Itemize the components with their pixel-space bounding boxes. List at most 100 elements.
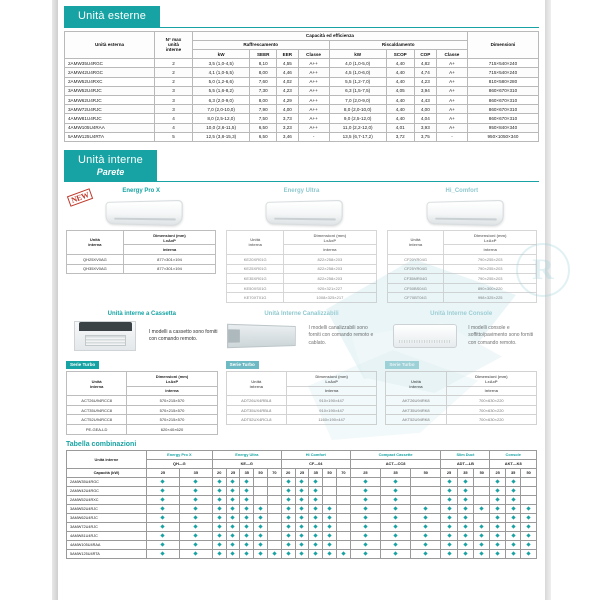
compatible-marker-icon (160, 497, 165, 502)
comb-cell (379, 476, 412, 487)
outdoor-seer: 8,00 (249, 94, 278, 106)
comb-cell (178, 485, 213, 496)
comb-cell (504, 539, 522, 550)
th-comb-group: Console (489, 449, 537, 460)
comb-cell (349, 548, 381, 559)
indoor-unit-dimensions: 877×301×194 (122, 254, 217, 265)
comb-model: 3AMW62U4RJC (66, 512, 147, 523)
outdoor-cop: 4,04 (413, 113, 438, 124)
comb-cell (178, 521, 213, 532)
table-row: ACT26U94RCC8 570×215×570 (65, 395, 218, 406)
th-comb-group: Energy Pro X (145, 449, 213, 460)
outdoor-heating-kw: 4,0 (1,0-5,0) (328, 58, 387, 69)
comb-cell (379, 521, 412, 532)
comb-cell (308, 476, 324, 487)
th-comb-size: 25 (294, 467, 310, 478)
compatible-marker-icon (423, 551, 428, 556)
compatible-marker-icon (217, 551, 222, 556)
comb-cell (280, 521, 296, 532)
compatible-marker-icon (510, 524, 516, 529)
table-row: 2AMW52U4RXC (66, 494, 537, 505)
compatible-marker-icon (363, 542, 368, 547)
comb-cell (322, 485, 337, 496)
comb-model: 3AMW52U4RJC (66, 503, 147, 514)
indoor-unit-dimensions: 890×300×220 (443, 282, 537, 294)
wall-unit-card: Hi_Comfort Unità interna Dimensioni (mm) LxA… (386, 187, 537, 304)
th-indoor-unit: Unità interna (226, 229, 285, 256)
comb-cell (294, 521, 310, 532)
th-comb-size: 70 (335, 467, 351, 478)
comb-cell (349, 512, 381, 523)
table-row: 5AMW125U4RTA (66, 548, 537, 559)
comb-cell (294, 548, 310, 559)
comb-cell (489, 485, 506, 496)
compatible-marker-icon (423, 524, 428, 529)
th-comb-size: 20 (280, 467, 296, 478)
table-row: KE25XR01G 822×258×203 (226, 263, 377, 275)
wall-mounted-unit-image (105, 199, 183, 226)
outdoor-dimensions: 860×670×310 (466, 104, 540, 115)
th-outdoor-unit: Unità esterna (63, 30, 156, 60)
indoor-unit-code: CF20YR04G (386, 254, 445, 265)
compatible-marker-icon (286, 524, 291, 529)
compatible-marker-icon (193, 479, 198, 484)
comb-cell (520, 512, 537, 523)
outdoor-max-units: 2 (154, 67, 193, 78)
outdoor-heating-class: A+ (436, 58, 468, 69)
table-row: CF50BS04G 890×300×220 (386, 282, 537, 294)
compatible-marker-icon (217, 506, 222, 511)
compatible-marker-icon (363, 488, 368, 493)
outdoor-dimensions: 715×540×240 (466, 67, 540, 78)
th-comb-size: 50 (253, 467, 268, 478)
compatible-marker-icon (510, 479, 516, 484)
th-indoor-sub: interna (126, 385, 218, 397)
compatible-marker-icon (230, 479, 236, 484)
compatible-marker-icon (393, 524, 398, 529)
compatible-marker-icon (299, 488, 305, 493)
comb-cell (308, 494, 324, 505)
indoor-unit-code: CF70BT04G (386, 292, 445, 304)
th-heating: Riscaldamento (328, 39, 468, 51)
table-row: 2AMW35U4RGC 2 3,5 (1,0-4,5) 8,10 4,55 A++ 4,0 … (63, 58, 540, 69)
outdoor-scop: 4,40 (385, 104, 415, 115)
indoor-section: Unità interne Parete (58, 142, 545, 182)
th-indoor-sub: interna (285, 385, 378, 397)
comb-cell (266, 548, 282, 559)
compatible-marker-icon (393, 551, 398, 556)
other-unit-card: Unità interne a Cassetta I modelli a cass… (65, 311, 218, 435)
wall-units-row: Energy Pro X NEW Unità interna Dimensioni (m… (58, 182, 545, 304)
comb-cell (410, 494, 442, 505)
indoor-unit-dimensions: 700×630×220 (445, 395, 538, 406)
wall-unit-title: Hi_Comfort (445, 187, 479, 194)
compatible-marker-icon (463, 488, 468, 493)
comb-cell (294, 530, 310, 541)
comb-cell (440, 476, 458, 487)
indoor-unit-dimensions: 570×215×570 (126, 404, 218, 416)
comb-cell (335, 503, 351, 514)
comb-cell (349, 503, 381, 514)
th-seer: SEER (249, 49, 278, 60)
th-comb-size: 25 (349, 467, 381, 478)
indoor-unit-code: ACT52U94RCC8 (65, 414, 128, 425)
th-comb-size: 25 (225, 467, 241, 478)
compatible-marker-icon (510, 497, 516, 502)
comb-cell (266, 494, 282, 505)
compatible-marker-icon (313, 479, 318, 484)
compatible-marker-icon (327, 542, 332, 547)
outdoor-cop: 4,43 (413, 94, 438, 106)
indoor-unit-dimensions: 822×258×203 (283, 273, 377, 284)
comb-cell (379, 512, 412, 523)
outdoor-section-title: Unità esterne (78, 10, 147, 22)
th-indoor-sub: interna (122, 244, 217, 256)
compatible-marker-icon (286, 488, 291, 493)
comb-cell (379, 539, 412, 550)
compatible-marker-icon (193, 524, 198, 529)
compatible-marker-icon (446, 515, 452, 520)
comb-cell (504, 521, 522, 532)
comb-cell (294, 485, 310, 496)
comb-cell (410, 485, 442, 496)
other-unit-note: I modelli a cassetto sono forniti con co… (148, 328, 218, 343)
indoor-unit-dimensions: 822×258×203 (283, 263, 377, 275)
outdoor-heating-class: A+ (436, 104, 468, 115)
comb-model: 4AMW81U4RJC (66, 530, 147, 541)
